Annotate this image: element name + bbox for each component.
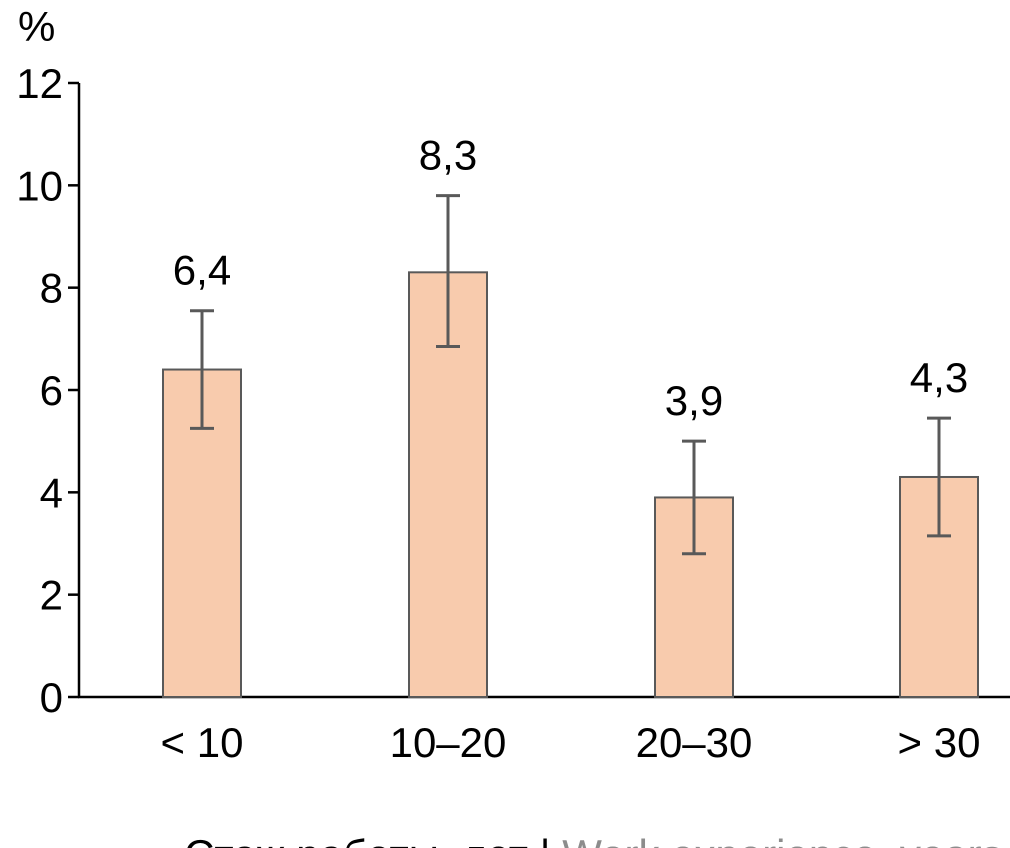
x-category-label: < 10 — [161, 719, 244, 766]
y-axis-unit-label: % — [18, 3, 56, 50]
value-label: 6,4 — [173, 247, 231, 294]
value-label: 8,3 — [419, 132, 477, 179]
y-tick-label: 0 — [40, 674, 63, 721]
x-category-label: > 30 — [898, 719, 981, 766]
y-tick-label: 6 — [40, 367, 63, 414]
x-axis-caption-russian: Стаж работы, лет — [184, 831, 528, 848]
value-label: 4,3 — [910, 354, 968, 401]
x-axis-caption-separator: | — [528, 831, 562, 848]
x-axis-caption: Стаж работы, лет | Work experience, year… — [130, 780, 1010, 848]
x-category-label: 20–30 — [636, 719, 753, 766]
y-tick-label: 10 — [16, 162, 63, 209]
x-category-label: 10–20 — [390, 719, 507, 766]
y-tick-label: 2 — [40, 572, 63, 619]
y-tick-label: 8 — [40, 265, 63, 312]
y-tick-label: 4 — [40, 469, 63, 516]
y-tick-label: 12 — [16, 60, 63, 107]
value-label: 3,9 — [665, 377, 723, 424]
x-axis-caption-english: Work experience, years — [562, 831, 1002, 848]
